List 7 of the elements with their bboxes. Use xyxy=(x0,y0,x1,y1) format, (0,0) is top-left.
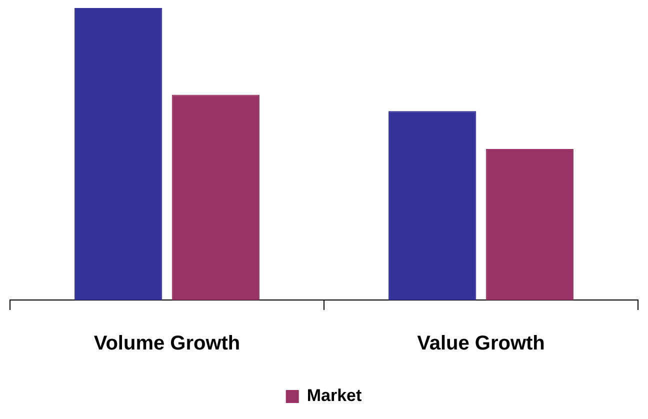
bar xyxy=(74,8,162,300)
legend-label: Market xyxy=(306,386,362,406)
bar xyxy=(486,149,574,300)
bar xyxy=(172,94,260,300)
x-tick-label: Volume Growth xyxy=(94,332,240,355)
x-tick-label: Value Growth xyxy=(417,332,545,355)
bar xyxy=(388,111,476,300)
